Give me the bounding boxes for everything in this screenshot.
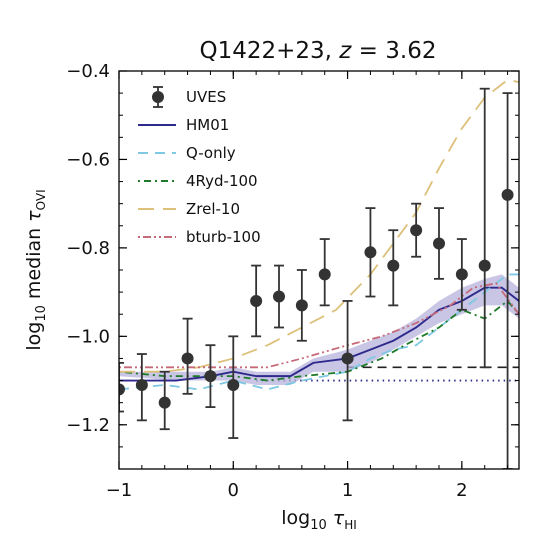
x-tick-label: 1 [342, 480, 353, 501]
uves-data-point [387, 229, 400, 307]
uves-data-point [455, 238, 468, 311]
uves-data-point [181, 317, 194, 395]
series-line-hm01 [119, 286, 519, 382]
uves-data-point [364, 207, 377, 298]
y-tick-label: −0.8 [66, 238, 110, 259]
y-tick-label: −1.0 [66, 326, 110, 347]
legend-label: Q-only [186, 144, 236, 162]
uves-data-point [410, 202, 423, 258]
legend-label: Zrel-10 [186, 200, 240, 218]
plot-area [119, 78, 519, 469]
y-axis: −1.2 −1.0 −0.8 −0.6 −0.4 [66, 61, 519, 470]
x-axis: −1 0 1 2 [106, 71, 509, 501]
y-axis-label: log10 median τOVI [23, 189, 49, 350]
uves-data-point [119, 361, 125, 413]
uves-data-point [158, 370, 171, 431]
legend-item-q-only: Q-only [138, 144, 236, 162]
legend-label: HM01 [186, 116, 229, 134]
x-tick-label: 2 [456, 480, 467, 501]
uves-data-point [295, 269, 308, 342]
chart-title: Q1422+23, z = 3.62 [200, 38, 437, 64]
uves-data-point [501, 92, 514, 469]
x-tick-label: 0 [228, 480, 239, 501]
uves-data-point [227, 335, 240, 439]
legend-item-bturb-100: bturb-100 [138, 228, 261, 246]
legend-item-hm01: HM01 [138, 116, 229, 134]
series-line-zrel-10 [119, 78, 519, 373]
y-tick-label: −0.4 [66, 61, 110, 82]
legend-label: bturb-100 [186, 228, 261, 246]
legend-item-4ryd-100: 4Ryd-100 [138, 172, 258, 190]
hm01-uncertainty-band [119, 274, 519, 385]
uves-data-point [250, 264, 263, 338]
uves-data-point [273, 264, 285, 329]
uves-data-point [204, 344, 217, 408]
y-tick-label: −1.2 [66, 415, 110, 436]
uves-data-point [341, 300, 354, 422]
uves-data-point [135, 353, 148, 422]
legend-item-zrel-10: Zrel-10 [138, 200, 240, 218]
legend-label: 4Ryd-100 [186, 172, 258, 190]
uves-data-point [318, 238, 331, 307]
x-tick-label: −1 [106, 480, 133, 501]
uves-data-point [433, 207, 445, 280]
legend-label: UVES [186, 88, 226, 106]
uves-data-point [478, 87, 491, 369]
legend-item-uves: UVES [152, 86, 226, 108]
x-axis-label: log10 τHI [281, 507, 357, 533]
y-tick-label: −0.6 [66, 149, 110, 170]
legend: UVES HM01 Q-only 4Ryd-100 Zrel-10 bturb-100 [138, 86, 261, 246]
